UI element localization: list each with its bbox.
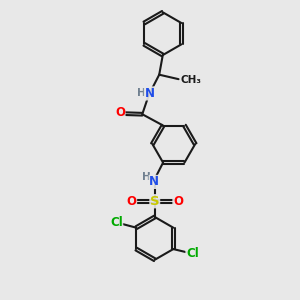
- Text: O: O: [115, 106, 125, 119]
- Text: S: S: [150, 195, 160, 208]
- Text: N: N: [149, 176, 159, 188]
- Text: Cl: Cl: [110, 216, 123, 229]
- Text: Cl: Cl: [186, 247, 199, 260]
- Text: O: O: [127, 195, 136, 208]
- Text: CH₃: CH₃: [181, 75, 202, 85]
- Text: H: H: [142, 172, 151, 182]
- Text: H: H: [137, 88, 146, 98]
- Text: N: N: [144, 87, 154, 100]
- Text: O: O: [173, 195, 183, 208]
